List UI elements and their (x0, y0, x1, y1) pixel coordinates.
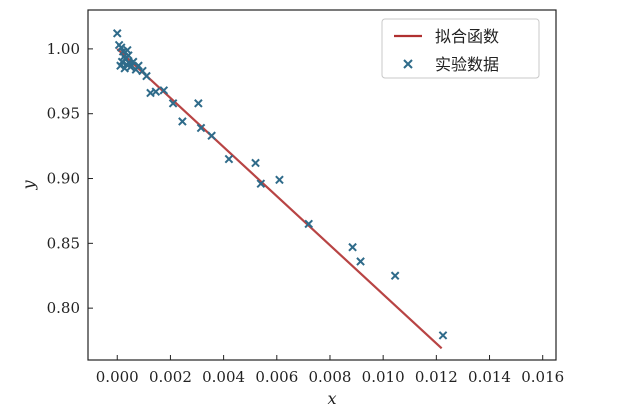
y-tick-label: 0.90 (47, 170, 80, 188)
y-axis-label: y (19, 180, 38, 191)
fit-line (116, 48, 443, 350)
data-point (196, 123, 206, 133)
x-tick-label: 0.002 (149, 368, 192, 386)
x-tick-label: 0.012 (415, 368, 458, 386)
axis-ticks: 0.000 0.002 0.004 0.006 0.008 0.010 0.012 0.014… (47, 40, 565, 386)
data-point (275, 175, 284, 185)
data-point (390, 271, 400, 281)
data-point (224, 154, 234, 164)
data-point (168, 99, 178, 108)
x-tick-label: 0.016 (521, 368, 564, 386)
data-point (178, 117, 187, 126)
data-point (207, 131, 216, 141)
data-point (304, 219, 314, 229)
x-tick-label: 0.006 (255, 368, 298, 386)
data-point (124, 51, 133, 60)
y-tick-label: 0.95 (47, 105, 80, 123)
data-point (256, 179, 266, 189)
legend-label-data: 实验数据 (435, 55, 499, 74)
legend-label-fit: 拟合函数 (435, 27, 499, 46)
legend-box (381, 18, 540, 79)
x-axis-label: x (327, 389, 336, 408)
data-point (159, 86, 169, 95)
data-point (348, 242, 357, 252)
data-point (356, 257, 365, 266)
x-tick-label: 0.004 (202, 368, 245, 386)
x-tick-label: 0.010 (362, 368, 405, 386)
legend-marker-swatch (403, 59, 413, 69)
plot-frame (87, 9, 557, 361)
x-tick-label: 0.014 (468, 368, 511, 386)
data-point (151, 87, 161, 96)
legend: 拟合函数 实验数据 (381, 18, 540, 79)
data-point (112, 29, 122, 38)
data-point (128, 57, 138, 67)
data-point (251, 158, 260, 168)
chart-marks (112, 29, 448, 350)
data-point (438, 331, 448, 340)
y-tick-label: 1.00 (47, 40, 80, 58)
y-tick-label: 0.80 (47, 299, 80, 317)
x-tick-label: 0.000 (96, 368, 139, 386)
x-tick-label: 0.008 (309, 368, 352, 386)
data-point (194, 99, 203, 108)
data-point (126, 62, 135, 72)
y-tick-label: 0.85 (47, 234, 80, 252)
data-point (142, 71, 151, 81)
